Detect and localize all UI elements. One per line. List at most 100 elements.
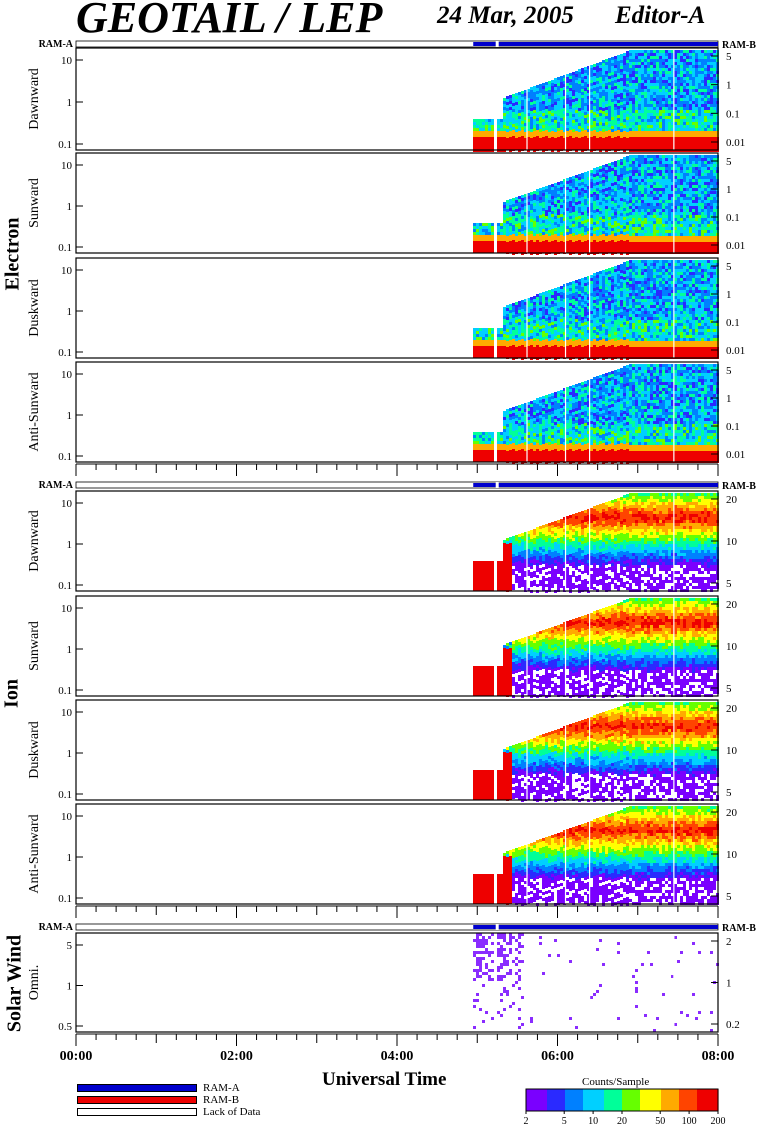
- spectrogram-cell: [674, 245, 677, 248]
- spectrogram-cell: [593, 133, 596, 136]
- spectrogram-cell: [713, 203, 716, 206]
- spectrogram-cell: [557, 317, 560, 320]
- y-tick-label: 1: [726, 184, 732, 196]
- spectrogram-cell: [515, 227, 518, 230]
- spectrogram-cell: [533, 335, 536, 338]
- spectrogram-cell: [596, 129, 599, 132]
- spectrogram-cell: [542, 208, 545, 211]
- spectrogram-cell: [617, 184, 620, 187]
- spectrogram-cell: [695, 125, 698, 128]
- spectrogram-cell: [647, 176, 650, 179]
- spectrogram-cell: [521, 136, 524, 139]
- spectrogram-cell: [614, 134, 617, 137]
- spectrogram-cell: [560, 220, 563, 223]
- spectrogram-cell: [563, 287, 566, 290]
- spectrogram-cell: [713, 248, 716, 251]
- spectrogram-cell: [599, 223, 602, 226]
- spectrogram-cell: [653, 212, 656, 215]
- spectrogram-cell: [569, 348, 572, 351]
- spectrogram-cell: [524, 209, 527, 212]
- spectrogram-cell: [578, 144, 581, 147]
- spectrogram-cell: [536, 192, 539, 195]
- spectrogram-cell: [713, 239, 716, 242]
- spectrogram-cell: [500, 346, 503, 349]
- spectrogram-cell: [680, 233, 683, 236]
- spectrogram-cell: [665, 167, 668, 170]
- spectrogram-cell: [518, 196, 521, 199]
- spectrogram-cell: [710, 65, 713, 68]
- spectrogram-cell: [659, 65, 662, 68]
- spectrogram-cell: [554, 207, 557, 210]
- spectrogram-cell: [572, 185, 575, 188]
- spectrogram-cell: [590, 134, 593, 137]
- spectrogram-cell: [599, 190, 602, 193]
- spectrogram-cell: [659, 167, 662, 170]
- spectrogram-cell: [587, 141, 590, 144]
- spectrogram-cell: [608, 106, 611, 109]
- spectrogram-cell: [704, 167, 707, 170]
- spectrogram-cell: [548, 317, 551, 320]
- spectrogram-cell: [611, 240, 614, 243]
- spectrogram-cell: [563, 218, 566, 221]
- spectrogram-cell: [659, 182, 662, 185]
- spectrogram-cell: [578, 192, 581, 195]
- spectrogram-cell: [704, 164, 707, 167]
- spectrogram-cell: [620, 132, 623, 135]
- spectrogram-cell: [701, 161, 704, 164]
- spectrogram-cell: [692, 200, 695, 203]
- spectrogram-cell: [545, 213, 548, 216]
- spectrogram-cell: [656, 188, 659, 191]
- spectrogram-cell: [647, 161, 650, 164]
- spectrogram-cell: [569, 246, 572, 249]
- spectrogram-cell: [698, 233, 701, 236]
- spectrogram-cell: [554, 132, 557, 135]
- spectrogram-cell: [482, 349, 485, 352]
- spectrogram-cell: [611, 162, 614, 165]
- spectrogram-cell: [569, 103, 572, 106]
- spectrogram-cell: [671, 176, 674, 179]
- spectrogram-cell: [539, 90, 542, 93]
- spectrogram-cell: [683, 101, 686, 104]
- spectrogram-cell: [515, 221, 518, 224]
- spectrogram-cell: [554, 195, 557, 198]
- spectrogram-cell: [539, 138, 542, 141]
- spectrogram-cell: [671, 209, 674, 212]
- spectrogram-cell: [713, 80, 716, 83]
- spectrogram-cell: [566, 128, 569, 131]
- spectrogram-cell: [524, 320, 527, 323]
- spectrogram-cell: [689, 227, 692, 230]
- spectrogram-cell: [548, 332, 551, 335]
- spectrogram-cell: [605, 236, 608, 239]
- ram-a-label: RAM-A: [39, 39, 74, 50]
- spectrogram-cell: [707, 56, 710, 59]
- spectrogram-cell: [554, 111, 557, 114]
- spectrogram-cell: [668, 50, 671, 53]
- spectrogram-cell: [701, 242, 704, 245]
- spectrogram-cell: [635, 215, 638, 218]
- spectrogram-cell: [506, 332, 509, 335]
- spectrogram-cell: [575, 232, 578, 235]
- spectrogram-cell: [482, 223, 485, 226]
- spectrogram-cell: [641, 131, 644, 134]
- spectrogram-cell: [632, 161, 635, 164]
- spectrogram-cell: [518, 313, 521, 316]
- spectrogram-cell: [662, 179, 665, 182]
- spectrogram-cell: [701, 179, 704, 182]
- spectrogram-cell: [509, 244, 512, 247]
- spectrogram-cell: [629, 161, 632, 164]
- spectrogram-cell: [557, 92, 560, 95]
- spectrogram-cell: [482, 340, 485, 343]
- spectrogram-cell: [632, 176, 635, 179]
- spectrogram-cell: [641, 245, 644, 248]
- spectrogram-cell: [548, 194, 551, 197]
- spectrogram-cell: [563, 230, 566, 233]
- spectrogram-cell: [512, 201, 515, 204]
- spectrogram-cell: [521, 91, 524, 94]
- spectrogram-cell: [623, 146, 626, 149]
- spectrogram-cell: [635, 59, 638, 62]
- spectrogram-cell: [650, 143, 653, 146]
- spectrogram-cell: [632, 194, 635, 197]
- spectrogram-cell: [548, 221, 551, 224]
- spectrogram-cell: [665, 95, 668, 98]
- spectrogram-cell: [668, 143, 671, 146]
